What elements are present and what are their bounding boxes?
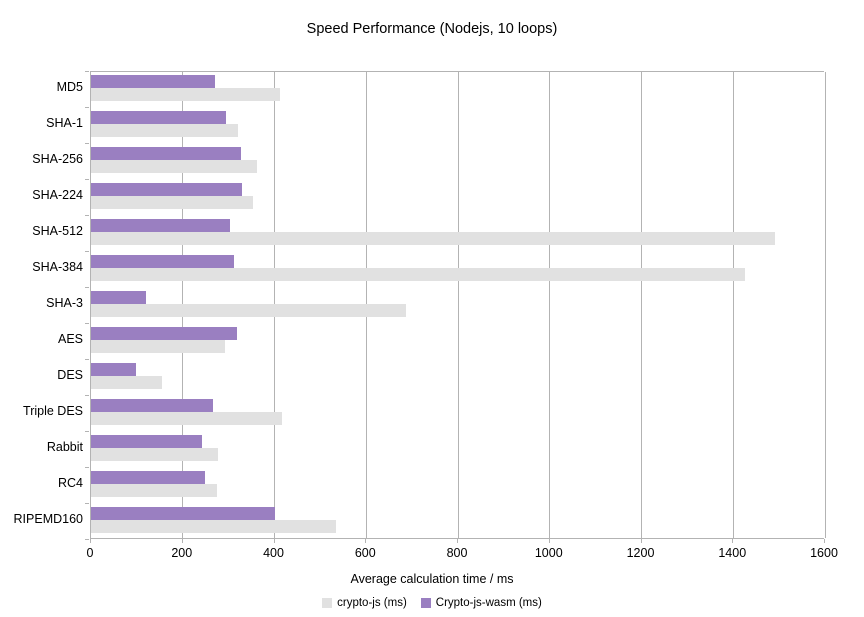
bar-crypto-js-wasm: [91, 219, 230, 232]
bar-crypto-js: [91, 88, 280, 101]
bar-crypto-js-wasm: [91, 471, 206, 484]
x-tick-label-600: 600: [354, 546, 376, 560]
x-tick-1200: [640, 539, 642, 543]
bar-crypto-js-wasm: [91, 399, 213, 412]
y-axis-label-sha-256: SHA-256: [32, 152, 83, 166]
legend-item-crypto-js-wasm: Crypto-js-wasm (ms): [420, 597, 542, 609]
legend-label-crypto-js-wasm: Crypto-js-wasm (ms): [435, 597, 542, 609]
bar-crypto-js: [91, 412, 282, 425]
x-tick-label-1000: 1000: [534, 546, 563, 560]
legend-marker-crypto-js-wasm: [420, 598, 431, 608]
y-tick-2: [85, 143, 89, 144]
legend-marker-crypto-js: [322, 598, 333, 608]
y-tick-4: [85, 215, 89, 216]
bar-crypto-js: [91, 340, 225, 353]
bar-crypto-js: [91, 268, 746, 281]
y-axis-label-des: DES: [57, 368, 83, 382]
x-tick-1600: [824, 539, 825, 543]
plot-area: [90, 71, 826, 539]
bar-crypto-js: [91, 376, 163, 389]
x-tick-600: [365, 539, 367, 543]
y-tick-9: [85, 395, 89, 396]
grid-line-1200: [641, 72, 642, 538]
x-tick-0: [90, 539, 91, 543]
y-axis-label-ripemd160: RIPEMD160: [13, 512, 83, 526]
x-tick-label-400: 400: [263, 546, 284, 560]
bar-crypto-js-wasm: [91, 147, 242, 160]
bar-crypto-js-wasm: [91, 435, 202, 448]
grid-line-1400: [732, 72, 734, 538]
y-tick-11: [85, 467, 89, 468]
y-axis-label-sha-1: SHA-1: [46, 116, 83, 130]
y-axis-label-rc4: RC4: [57, 476, 83, 490]
legend-item-crypto-js: crypto-js (ms): [322, 597, 407, 609]
x-tick-1000: [548, 539, 550, 543]
y-axis-label-sha-384: SHA-384: [32, 260, 83, 274]
y-tick-12: [85, 503, 89, 504]
bar-crypto-js-wasm: [91, 363, 136, 376]
x-tick-label-800: 800: [446, 546, 468, 560]
bar-crypto-js-wasm: [91, 291, 147, 304]
x-tick-800: [457, 539, 458, 543]
x-tick-1400: [732, 539, 734, 543]
y-axis-label-aes: AES: [57, 332, 83, 346]
y-tick-7: [85, 323, 89, 324]
bar-crypto-js: [91, 232, 776, 245]
bar-crypto-js: [91, 160, 258, 173]
bar-crypto-js-wasm: [91, 183, 242, 196]
bar-crypto-js-wasm: [91, 111, 227, 124]
bar-crypto-js-wasm: [91, 507, 276, 520]
bar-crypto-js: [91, 484, 217, 497]
x-axis-title: Average calculation time / ms: [350, 572, 514, 586]
y-tick-5: [85, 251, 89, 252]
bar-crypto-js-wasm: [91, 255, 234, 268]
y-tick-10: [85, 431, 89, 432]
y-tick-1: [85, 107, 89, 108]
x-tick-400: [273, 539, 275, 543]
x-tick-label-200: 200: [171, 546, 193, 560]
grid-line-1600: [824, 72, 826, 538]
legend-label-crypto-js: crypto-js (ms): [337, 597, 407, 609]
bar-crypto-js-wasm: [91, 327, 237, 340]
bar-crypto-js: [91, 196, 253, 209]
bar-crypto-js: [91, 124, 238, 137]
bar-crypto-js: [91, 304, 406, 317]
y-tick-3: [85, 179, 89, 180]
x-tick-label-1600: 1600: [810, 546, 838, 560]
bar-crypto-js: [91, 520, 337, 533]
grid-line-1000: [549, 72, 551, 538]
y-tick-6: [85, 287, 89, 288]
y-tick-0: [85, 71, 89, 72]
y-axis-label-sha-3: SHA-3: [46, 296, 83, 310]
y-tick-13: [85, 539, 89, 540]
y-axis-label-rabbit: Rabbit: [46, 440, 83, 454]
chart-title: Speed Performance (Nodejs, 10 loops): [306, 21, 558, 37]
y-axis-label-triple-des: Triple DES: [23, 404, 83, 418]
bar-crypto-js: [91, 448, 218, 461]
x-tick-label-1400: 1400: [718, 546, 747, 560]
legend: crypto-js (ms) Crypto-js-wasm (ms): [0, 597, 864, 609]
y-axis-label-md5: MD5: [56, 80, 83, 94]
y-tick-8: [85, 359, 89, 360]
y-axis-label-sha-224: SHA-224: [32, 188, 83, 202]
bar-crypto-js-wasm: [91, 75, 215, 88]
x-tick-label-1200: 1200: [626, 546, 655, 560]
x-tick-200: [181, 539, 183, 543]
x-tick-label-0: 0: [86, 546, 94, 560]
y-axis-label-sha-512: SHA-512: [32, 224, 83, 238]
grid-line-800: [457, 72, 459, 538]
